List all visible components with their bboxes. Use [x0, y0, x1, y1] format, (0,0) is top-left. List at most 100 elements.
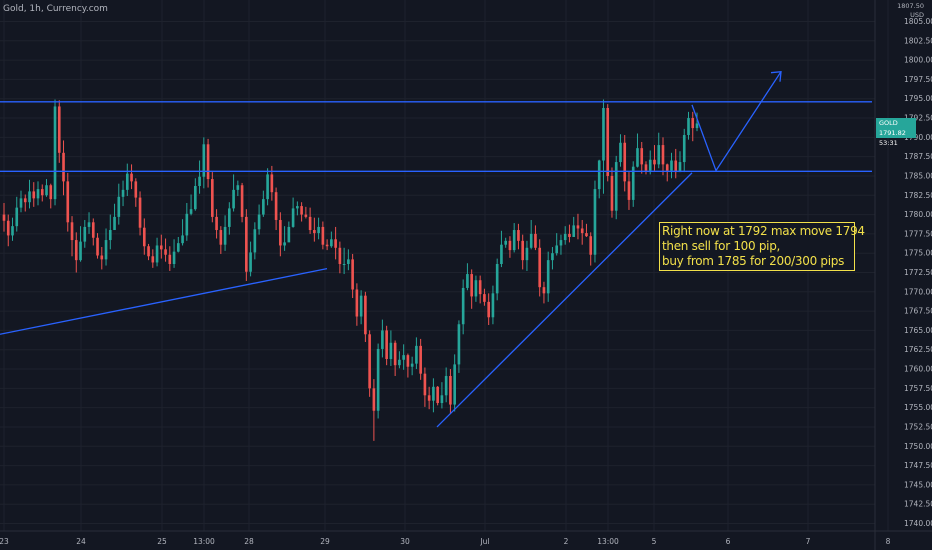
candle — [393, 340, 397, 376]
candle — [155, 237, 159, 267]
candle — [117, 183, 121, 225]
candle-body — [572, 225, 576, 237]
candle-body — [423, 373, 427, 396]
candle-body — [147, 246, 150, 257]
candle-body — [657, 145, 661, 165]
candle — [330, 231, 333, 248]
note-line-2: then sell for 100 pip, — [662, 239, 781, 253]
candle-body — [100, 255, 104, 260]
candle-body — [670, 160, 673, 171]
candle — [2, 202, 6, 232]
candle — [376, 343, 380, 419]
price-tick-label: 1775.00 — [904, 249, 932, 258]
candle-body — [504, 240, 507, 245]
time-tick-label: 7 — [806, 537, 811, 546]
candle-body — [512, 230, 516, 251]
trade-note[interactable]: Right now at 1792 max move 1794 then sel… — [659, 222, 865, 271]
candle — [415, 337, 418, 370]
projection-path[interactable] — [691, 71, 782, 172]
candle-body — [45, 185, 48, 196]
trendline-left[interactable] — [0, 268, 328, 335]
candle-body — [342, 264, 346, 266]
candle-body — [317, 226, 320, 234]
candles — [2, 99, 699, 441]
candle-body — [23, 198, 27, 203]
price-tick-label: 1787.50 — [904, 152, 932, 161]
trendline-rising[interactable] — [436, 172, 693, 428]
candle — [53, 99, 57, 206]
candle-body — [406, 355, 410, 367]
candle — [266, 168, 269, 206]
time-axis[interactable]: 23 24 25 13:00 28 29 30 Jul 2 13:00 5 6 7 8 — [0, 537, 891, 546]
candle — [164, 238, 167, 262]
candle — [219, 226, 223, 254]
candle-body — [457, 324, 461, 365]
candle — [6, 214, 10, 247]
price-tick-label: 1805.00 — [904, 17, 932, 26]
candle — [62, 140, 65, 196]
candle-body — [691, 118, 695, 129]
price-tick-label: 1770.00 — [904, 287, 932, 296]
candle — [487, 293, 490, 326]
candle-body — [542, 287, 546, 294]
candle — [23, 194, 27, 212]
candle — [36, 181, 40, 206]
candle — [678, 151, 682, 173]
candle — [559, 234, 563, 255]
candle — [304, 206, 308, 219]
candle-body — [257, 214, 261, 230]
candle — [32, 182, 36, 207]
candle-body — [113, 216, 116, 231]
candle — [57, 100, 61, 163]
drawings[interactable] — [0, 70, 872, 428]
grid — [0, 0, 889, 531]
time-tick-label: 30 — [400, 537, 410, 546]
price-tick-label: 1765.00 — [904, 326, 932, 335]
candle — [648, 150, 652, 175]
candle — [313, 217, 316, 242]
candle-body — [551, 253, 554, 261]
candle — [410, 356, 414, 376]
candle-body — [381, 330, 384, 349]
candle-body — [555, 245, 559, 254]
candle — [398, 351, 401, 369]
candle — [478, 275, 482, 304]
candle-body — [66, 181, 70, 223]
price-axis[interactable]: 1805.00 1802.50 1800.00 1797.50 1795.00 1792.… — [904, 17, 932, 528]
candle — [623, 135, 627, 192]
price-tick-label: 1795.00 — [904, 94, 932, 103]
candle-body — [415, 345, 418, 364]
candle — [364, 291, 367, 343]
candle — [108, 214, 112, 250]
candle — [279, 212, 282, 257]
candle — [198, 160, 201, 194]
candle — [317, 217, 320, 240]
currency-unit: USD — [910, 11, 924, 19]
candle — [610, 167, 614, 218]
candle — [687, 111, 690, 140]
candle-body — [155, 245, 159, 263]
candle — [444, 367, 448, 403]
candle-body — [215, 216, 218, 231]
candle-body — [368, 334, 371, 389]
candle-body — [142, 227, 146, 247]
candle — [466, 263, 469, 291]
candle — [121, 180, 125, 207]
candle — [104, 228, 108, 266]
candle — [28, 179, 31, 209]
candle — [236, 180, 240, 197]
candle — [359, 290, 363, 325]
candle-body — [232, 189, 235, 209]
candle — [555, 233, 559, 256]
note-line-1: Right now at 1792 max move 1794 — [662, 224, 865, 238]
candle-body — [70, 222, 74, 241]
candle — [512, 223, 516, 253]
candle — [125, 163, 129, 197]
time-tick-label: 6 — [726, 537, 731, 546]
candle — [83, 219, 87, 248]
candle-body — [474, 280, 478, 297]
price-tick-label: 1772.50 — [904, 268, 932, 277]
candle — [474, 275, 478, 302]
candle-body — [125, 173, 129, 190]
